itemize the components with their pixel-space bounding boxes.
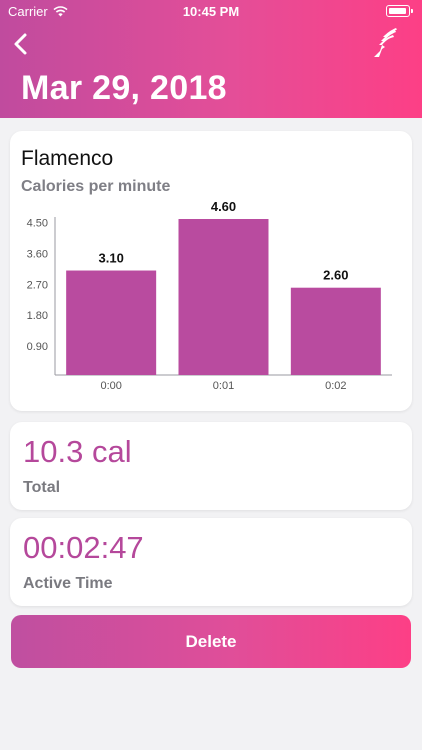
status-bar: Carrier 10:45 PM: [0, 0, 422, 22]
workout-name: Flamenco: [21, 147, 114, 170]
chevron-left-icon: [14, 33, 27, 55]
chart-bar: [290, 287, 381, 375]
chart-bar: [178, 219, 269, 375]
x-tick-label: 0:00: [100, 380, 121, 392]
y-tick-label: 3.60: [27, 248, 48, 260]
total-calories-value: 10.3 cal: [23, 434, 132, 469]
page-title: Mar 29, 2018: [21, 69, 227, 107]
y-tick-label: 1.80: [27, 310, 48, 322]
x-tick-label: 0:01: [213, 380, 234, 392]
chart-card: Flamenco Calories per minute 0.90 1.80 2.7…: [10, 131, 412, 411]
bar-value-label: 3.10: [99, 251, 124, 266]
bar-value-label: 4.60: [211, 199, 236, 214]
winged-foot-logo-icon: [374, 28, 397, 57]
back-button[interactable]: [10, 30, 34, 58]
battery-icon: [386, 5, 413, 17]
total-card: 10.3 cal Total: [10, 422, 412, 510]
y-tick-label: 2.70: [27, 279, 48, 291]
carrier-label: Carrier: [8, 4, 48, 19]
delete-button-label: Delete: [185, 631, 237, 651]
calories-bar-chart: 0.90 1.80 2.70 3.60 4.50 3.10 0:00 4.60 0:01 2.60…: [27, 199, 392, 392]
chart-label: Calories per minute: [21, 178, 171, 195]
active-time-label: Active Time: [23, 575, 113, 592]
status-time: 10:45 PM: [182, 4, 240, 19]
chart-bar: [66, 270, 157, 375]
wifi-icon: [53, 6, 68, 17]
x-tick-label: 0:02: [325, 380, 346, 392]
y-tick-label: 4.50: [27, 217, 48, 229]
active-time-value: 00:02:47: [23, 530, 144, 565]
y-tick-label: 0.90: [27, 341, 48, 353]
delete-button[interactable]: Delete: [11, 615, 411, 668]
total-label: Total: [23, 479, 61, 496]
carrier-info: Carrier: [8, 4, 68, 19]
active-time-card: 00:02:47 Active Time: [10, 518, 412, 606]
bar-value-label: 2.60: [323, 268, 348, 283]
header: Carrier 10:45 PM Mar 29, 2018: [0, 0, 422, 118]
